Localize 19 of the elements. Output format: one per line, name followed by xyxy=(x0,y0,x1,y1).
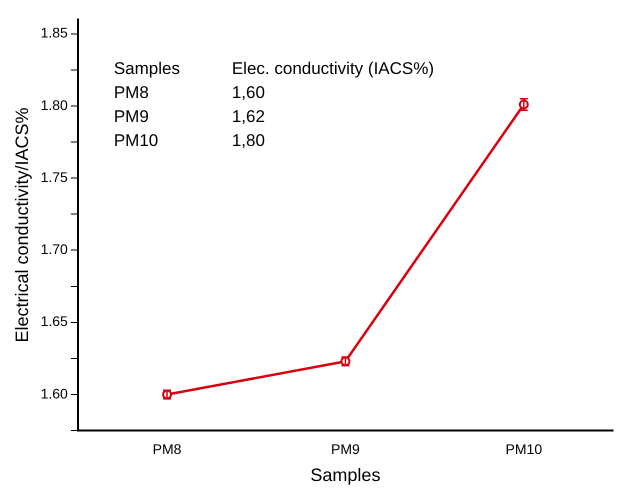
annotation: Samples xyxy=(114,59,180,78)
x-tick-label: PM9 xyxy=(331,440,360,457)
x-axis-title: Samples xyxy=(310,465,380,486)
y-axis-title: Electrical conductivity/IACS% xyxy=(12,107,32,343)
y-tick-label: 1.60 xyxy=(40,385,68,402)
y-tick-label: 1.75 xyxy=(40,168,68,185)
y-tick-label: 1.80 xyxy=(40,96,68,113)
y-tick-label: 1.65 xyxy=(40,313,68,330)
x-tick-label: PM10 xyxy=(506,440,542,457)
x-tick-label: PM8 xyxy=(152,440,182,457)
annotation: PM9 xyxy=(114,107,149,126)
annotation: 1,60 xyxy=(232,83,265,102)
annotation: PM10 xyxy=(114,131,158,150)
y-tick-label: 1.70 xyxy=(40,241,68,258)
y-tick-label: 1.85 xyxy=(40,24,68,41)
annotation: PM8 xyxy=(114,83,149,102)
annotation: 1,62 xyxy=(232,107,265,126)
annotation: Elec. conductivity (IACS%) xyxy=(232,59,434,78)
annotation: 1,80 xyxy=(232,131,265,150)
